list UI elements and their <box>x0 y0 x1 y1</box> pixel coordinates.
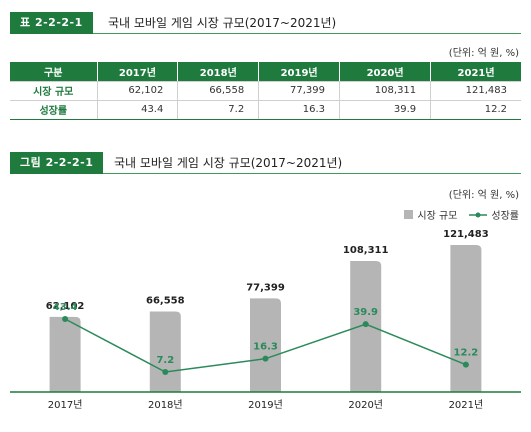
x-tick-label: 2021년 <box>449 399 484 411</box>
x-tick-label: 2019년 <box>248 399 283 411</box>
growth-rate-point <box>162 369 169 375</box>
x-tick-label: 2018년 <box>148 399 183 411</box>
table-row: 시장 규모 62,102 66,558 77,399 108,311 121,4… <box>10 81 521 101</box>
legend-line-label: 성장률 <box>491 211 519 222</box>
figure-caption-tag: 그림 2-2-2-1 <box>10 152 104 174</box>
bar-value-label: 121,483 <box>443 229 489 240</box>
growth-rate-point <box>262 355 269 362</box>
table-cell: 43.4 <box>96 100 178 120</box>
growth-rate-point <box>62 316 69 322</box>
x-tick-label: 2020년 <box>348 399 383 411</box>
table-caption-title: 국내 모바일 게임 시장 규모(2017~2021년) <box>108 16 337 30</box>
legend-bar-label: 시장 규모 <box>417 211 458 222</box>
legend-bar-swatch <box>404 210 414 219</box>
growth-rate-point <box>362 321 369 328</box>
growth-rate-label: 43.4 <box>53 302 78 313</box>
table-header-cell: 2019년 <box>258 62 340 82</box>
table-header-cell: 2018년 <box>177 62 259 82</box>
growth-rate-label: 12.2 <box>454 348 479 359</box>
x-tick-label: 2017년 <box>48 399 83 411</box>
bar-value-label: 66,558 <box>146 295 185 306</box>
table-cell: 66,558 <box>177 81 259 101</box>
figure-unit: (단위: 억 원, %) <box>448 190 519 201</box>
growth-rate-label: 16.3 <box>253 342 278 353</box>
bar-market-size <box>149 311 181 392</box>
legend-line-swatch <box>469 212 488 217</box>
table-cell: 108,311 <box>339 81 431 101</box>
table-row: 성장률 43.4 7.2 16.3 39.9 12.2 <box>10 100 521 120</box>
growth-rate-point <box>462 361 469 368</box>
table-cell: 7.2 <box>177 100 259 120</box>
bar-market-size <box>250 298 281 392</box>
table-header-cell: 구분 <box>10 62 97 82</box>
table-cell: 62,102 <box>96 81 178 101</box>
table-unit: (단위: 억 원, %) <box>448 48 519 59</box>
table-cell: 12.2 <box>430 100 521 120</box>
growth-rate-label: 7.2 <box>156 355 174 366</box>
growth-rate-label: 39.9 <box>353 307 378 318</box>
chart-legend: 시장 규모 성장률 <box>404 207 519 222</box>
row-label: 성장률 <box>10 100 97 120</box>
bar-market-size <box>450 245 482 392</box>
figure-caption-title: 국내 모바일 게임 시장 규모(2017~2021년) <box>114 156 343 170</box>
table-cell: 121,483 <box>430 81 521 101</box>
bar-value-label: 62,102 <box>46 301 85 312</box>
table-caption-tag: 표 2-2-2-1 <box>10 12 93 34</box>
table-cell: 39.9 <box>339 100 431 120</box>
market-size-table: 구분 2017년 2018년 2019년 2020년 2021년 시장 규모 6… <box>10 62 521 120</box>
table-header-cell: 2020년 <box>339 62 431 82</box>
table-caption: 표 2-2-2-1 국내 모바일 게임 시장 규모(2017~2021년) <box>10 12 521 34</box>
table-header-cell: 2021년 <box>430 62 521 82</box>
row-label: 시장 규모 <box>10 81 97 101</box>
table-header-row: 구분 2017년 2018년 2019년 2020년 2021년 <box>10 62 521 82</box>
table-cell: 16.3 <box>258 100 340 120</box>
bar-market-size <box>49 316 81 392</box>
table-cell: 77,399 <box>258 81 340 101</box>
bar-value-label: 108,311 <box>343 245 389 256</box>
figure-caption: 그림 2-2-2-1 국내 모바일 게임 시장 규모(2017~2021년) <box>10 152 521 174</box>
bar-value-label: 77,399 <box>246 282 285 293</box>
table-header-cell: 2017년 <box>96 62 178 82</box>
